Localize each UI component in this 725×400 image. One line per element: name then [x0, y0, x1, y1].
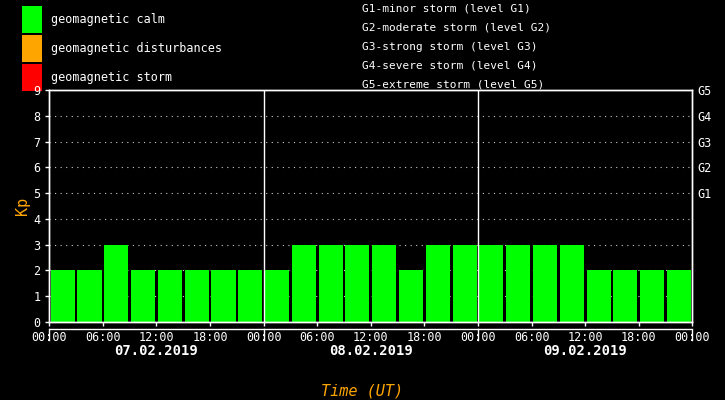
Bar: [185, 270, 209, 322]
Bar: [640, 270, 664, 322]
Bar: [22, 6, 42, 32]
Bar: [372, 245, 397, 322]
Bar: [452, 245, 476, 322]
Bar: [22, 64, 42, 91]
Bar: [399, 270, 423, 322]
Bar: [613, 270, 637, 322]
Bar: [560, 245, 584, 322]
Text: G1-minor storm (level G1): G1-minor storm (level G1): [362, 4, 531, 14]
Bar: [506, 245, 530, 322]
Text: geomagnetic calm: geomagnetic calm: [51, 13, 165, 26]
Text: Time (UT): Time (UT): [321, 383, 404, 398]
Bar: [22, 35, 42, 62]
Y-axis label: Kp: Kp: [15, 197, 30, 215]
Bar: [265, 270, 289, 322]
Text: G5-extreme storm (level G5): G5-extreme storm (level G5): [362, 80, 544, 90]
Text: G3-strong storm (level G3): G3-strong storm (level G3): [362, 42, 538, 52]
Bar: [426, 245, 450, 322]
Text: G2-moderate storm (level G2): G2-moderate storm (level G2): [362, 23, 552, 33]
Text: 08.02.2019: 08.02.2019: [329, 344, 413, 358]
Bar: [158, 270, 182, 322]
Bar: [131, 270, 155, 322]
Bar: [533, 245, 557, 322]
Bar: [212, 270, 236, 322]
Text: geomagnetic disturbances: geomagnetic disturbances: [51, 42, 222, 55]
Bar: [667, 270, 691, 322]
Text: geomagnetic storm: geomagnetic storm: [51, 71, 172, 84]
Bar: [78, 270, 102, 322]
Bar: [51, 270, 75, 322]
Bar: [587, 270, 610, 322]
Bar: [479, 245, 503, 322]
Bar: [104, 245, 128, 322]
Bar: [345, 245, 370, 322]
Text: 07.02.2019: 07.02.2019: [115, 344, 199, 358]
Text: G4-severe storm (level G4): G4-severe storm (level G4): [362, 60, 538, 70]
Bar: [239, 270, 262, 322]
Text: 09.02.2019: 09.02.2019: [543, 344, 627, 358]
Bar: [318, 245, 343, 322]
Bar: [291, 245, 316, 322]
